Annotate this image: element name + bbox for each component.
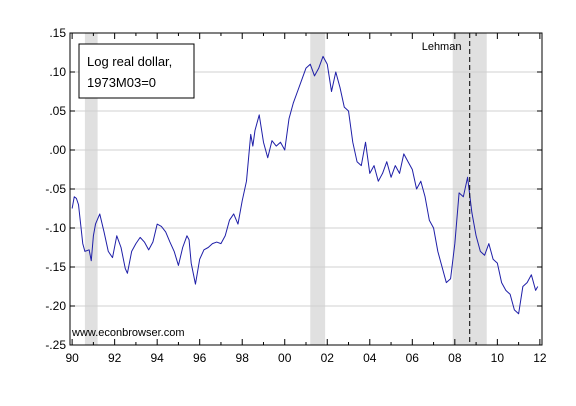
x-tick-label: 04: [363, 351, 377, 365]
x-tick-label: 12: [533, 351, 547, 365]
legend-text-line-1: Log real dollar,: [87, 54, 172, 69]
y-tick-label: .05: [49, 104, 66, 118]
legend-text-line-2: 1973M03=0: [87, 75, 156, 90]
x-tick-label: 96: [193, 351, 207, 365]
y-tick-label: -.10: [45, 221, 66, 235]
y-tick-label: .00: [49, 143, 66, 157]
x-tick-label: 08: [448, 351, 462, 365]
y-tick-label: -.15: [45, 260, 66, 274]
y-tick-label: .10: [49, 65, 66, 79]
x-axis-ticks: 90 92 94 96 98 00 02 04 06 08 10 12: [65, 33, 547, 365]
x-tick-label: 94: [150, 351, 164, 365]
y-tick-label: .15: [49, 26, 66, 40]
x-tick-label: 02: [321, 351, 335, 365]
y-tick-label: -.25: [45, 338, 66, 352]
x-tick-label: 00: [278, 351, 292, 365]
x-tick-label: 92: [108, 351, 122, 365]
lehman-annotation: Lehman: [422, 41, 462, 53]
x-tick-label: 06: [406, 351, 420, 365]
legend-frame: [78, 43, 195, 99]
watermark-text: www.econbrowser.com: [71, 327, 185, 339]
gridlines-group: [70, 71, 542, 307]
x-tick-label: 10: [491, 351, 505, 365]
y-axis-ticks: .15 .10 .05 .00 -.05 -.10 -.15 -.20 -.25: [45, 26, 542, 352]
legend-box: Log real dollar, 1973M03=0: [78, 43, 195, 99]
x-tick-label: 98: [236, 351, 250, 365]
series-group: [71, 55, 539, 315]
x-tick-label: 90: [65, 351, 79, 365]
y-tick-label: -.05: [45, 182, 66, 196]
series-line-1: [71, 55, 539, 315]
y-tick-label: -.20: [45, 299, 66, 313]
